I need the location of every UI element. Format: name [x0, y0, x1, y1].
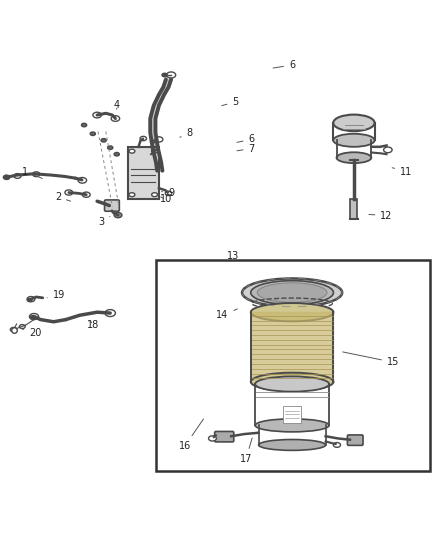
- Ellipse shape: [147, 155, 152, 158]
- Ellipse shape: [166, 72, 176, 78]
- Ellipse shape: [165, 191, 172, 196]
- Ellipse shape: [151, 140, 155, 143]
- Text: 5: 5: [222, 97, 239, 107]
- Ellipse shape: [208, 436, 216, 441]
- Ellipse shape: [28, 298, 32, 302]
- Text: 4: 4: [113, 100, 120, 110]
- Ellipse shape: [242, 278, 342, 307]
- FancyBboxPatch shape: [215, 431, 234, 442]
- Text: 9: 9: [162, 188, 174, 198]
- Text: 8: 8: [180, 128, 192, 138]
- Ellipse shape: [78, 177, 87, 183]
- Text: 13: 13: [227, 251, 239, 261]
- Bar: [156, 260, 430, 471]
- Ellipse shape: [101, 139, 106, 142]
- FancyBboxPatch shape: [347, 435, 363, 446]
- Text: 15: 15: [343, 352, 399, 367]
- Ellipse shape: [140, 136, 147, 141]
- Ellipse shape: [129, 149, 135, 153]
- Ellipse shape: [162, 73, 167, 77]
- Ellipse shape: [107, 310, 115, 316]
- Ellipse shape: [257, 283, 327, 302]
- Ellipse shape: [90, 132, 95, 135]
- Text: 19: 19: [47, 290, 65, 300]
- Ellipse shape: [155, 137, 163, 142]
- Ellipse shape: [152, 149, 158, 153]
- Ellipse shape: [384, 147, 392, 152]
- Ellipse shape: [82, 192, 90, 197]
- Ellipse shape: [333, 115, 374, 131]
- Ellipse shape: [29, 313, 39, 320]
- Ellipse shape: [333, 134, 374, 147]
- Ellipse shape: [255, 376, 329, 392]
- Ellipse shape: [108, 146, 113, 149]
- Ellipse shape: [114, 213, 122, 218]
- Text: 7: 7: [237, 143, 255, 154]
- Ellipse shape: [27, 296, 35, 302]
- Ellipse shape: [251, 373, 333, 391]
- Text: 6: 6: [273, 60, 295, 70]
- Bar: [283, 406, 301, 423]
- Text: 16: 16: [179, 419, 204, 451]
- Ellipse shape: [11, 327, 17, 332]
- Ellipse shape: [14, 174, 21, 179]
- Text: 14: 14: [216, 309, 237, 320]
- Ellipse shape: [255, 419, 329, 432]
- Ellipse shape: [152, 193, 158, 197]
- Ellipse shape: [4, 175, 10, 180]
- Text: 1: 1: [22, 167, 42, 179]
- Bar: [127, 147, 159, 199]
- Ellipse shape: [333, 442, 340, 447]
- Ellipse shape: [30, 316, 35, 319]
- Text: 11: 11: [392, 167, 412, 176]
- Ellipse shape: [65, 190, 73, 195]
- Text: 6: 6: [237, 134, 255, 144]
- Ellipse shape: [105, 310, 116, 317]
- Ellipse shape: [258, 440, 325, 450]
- Ellipse shape: [148, 152, 155, 157]
- Text: 10: 10: [160, 194, 172, 204]
- Ellipse shape: [114, 152, 119, 156]
- Ellipse shape: [336, 152, 371, 163]
- Text: 12: 12: [369, 211, 393, 221]
- Ellipse shape: [129, 193, 135, 197]
- Ellipse shape: [93, 112, 101, 118]
- Text: 2: 2: [55, 192, 71, 202]
- Text: 17: 17: [240, 438, 252, 464]
- Text: 3: 3: [99, 216, 110, 227]
- Bar: [350, 199, 357, 219]
- Ellipse shape: [251, 281, 333, 304]
- FancyBboxPatch shape: [105, 200, 119, 211]
- Ellipse shape: [19, 325, 25, 328]
- Ellipse shape: [251, 303, 333, 321]
- Ellipse shape: [81, 123, 87, 127]
- Text: 18: 18: [87, 320, 99, 330]
- Text: 20: 20: [22, 328, 42, 337]
- Ellipse shape: [32, 172, 40, 176]
- Ellipse shape: [111, 116, 120, 122]
